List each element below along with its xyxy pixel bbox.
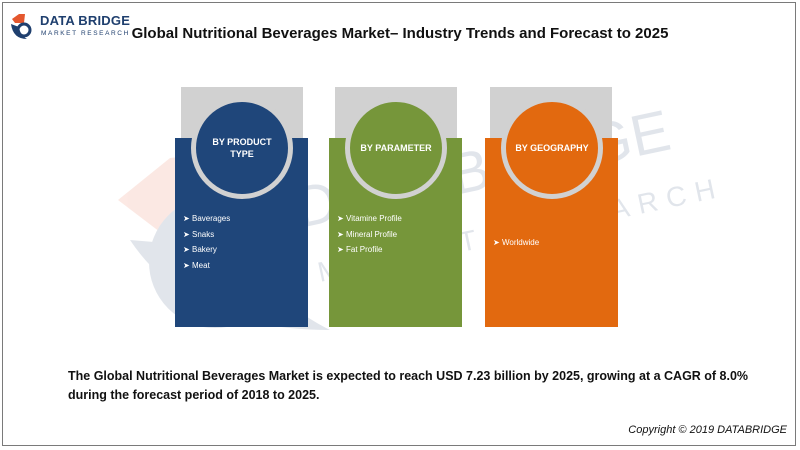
- data-bridge-logo-icon: [11, 14, 32, 39]
- arrow-right-icon: ➤: [183, 229, 190, 239]
- company-logo: DATA BRIDGE MARKET RESEARCH: [9, 9, 131, 43]
- list-item: ➤ Bakery: [183, 242, 230, 258]
- list-item: ➤ Worldwide: [493, 235, 539, 251]
- list-item: ➤ Mineral Profile: [337, 227, 402, 243]
- list-item: ➤ Vitamine Profile: [337, 211, 402, 227]
- list-item: ➤ Fat Profile: [337, 242, 402, 258]
- arrow-right-icon: ➤: [337, 229, 344, 239]
- arrow-right-icon: ➤: [183, 245, 190, 254]
- arrow-right-icon: ➤: [337, 245, 344, 254]
- segment-label-parameter: BY PARAMETER: [360, 143, 432, 153]
- arrow-right-icon: ➤: [493, 238, 500, 247]
- list-item: ➤ Baverages: [183, 211, 230, 227]
- list-item: ➤ Snaks: [183, 227, 230, 243]
- segment-circle-parameter: BY PARAMETER: [345, 97, 447, 199]
- arrow-right-icon: ➤: [337, 214, 344, 223]
- list-item: ➤ Meat: [183, 258, 230, 274]
- segment-circle-product-type: BY PRODUCT TYPE: [191, 97, 293, 199]
- copyright-text: Copyright © 2019 DATABRIDGE: [628, 424, 787, 436]
- arrow-right-icon: ➤: [183, 260, 190, 270]
- segment-list-geography: ➤ Worldwide: [493, 235, 539, 251]
- segment-label-geography: BY GEOGRAPHY: [515, 143, 589, 153]
- logo-name: DATA BRIDGE: [40, 13, 131, 28]
- segment-circle-geography: BY GEOGRAPHY: [501, 97, 603, 199]
- segment-list-product-type: ➤ Baverages ➤ Snaks ➤ Bakery ➤ Meat: [183, 211, 230, 273]
- segment-list-parameter: ➤ Vitamine Profile ➤ Mineral Profile ➤ Fat …: [337, 211, 402, 258]
- page-title: Global Nutritional Beverages Market– Ind…: [131, 25, 669, 42]
- market-description: The Global Nutritional Beverages Market …: [68, 369, 749, 402]
- segment-label-product-type: BY PRODUCT TYPE: [212, 137, 272, 159]
- logo-subtitle: MARKET RESEARCH: [41, 30, 130, 37]
- slide-frame: [2, 2, 796, 446]
- arrow-right-icon: ➤: [183, 214, 190, 223]
